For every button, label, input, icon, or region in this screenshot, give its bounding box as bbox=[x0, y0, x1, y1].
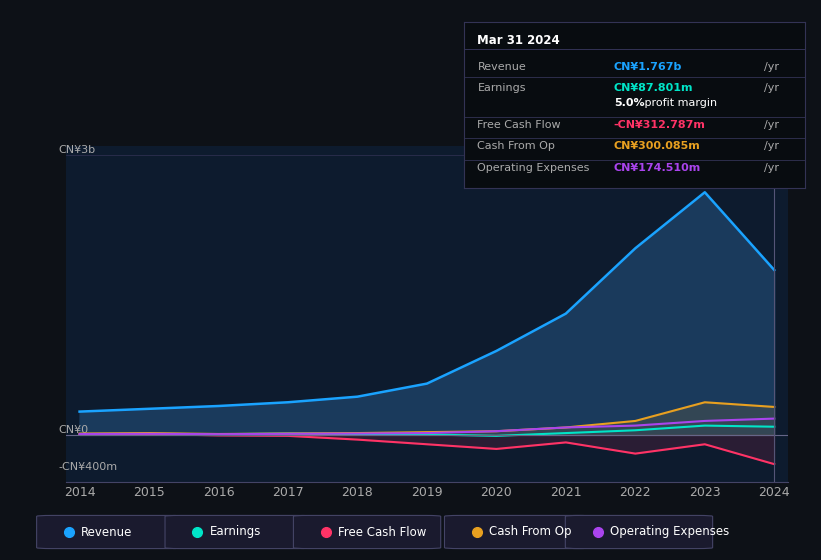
Text: Revenue: Revenue bbox=[478, 62, 526, 72]
Text: -CN¥312.787m: -CN¥312.787m bbox=[614, 120, 706, 130]
Text: Mar 31 2024: Mar 31 2024 bbox=[478, 34, 560, 47]
Text: CN¥0: CN¥0 bbox=[59, 425, 89, 435]
Text: Revenue: Revenue bbox=[81, 525, 132, 539]
Text: CN¥174.510m: CN¥174.510m bbox=[614, 163, 701, 173]
Text: Operating Expenses: Operating Expenses bbox=[478, 163, 589, 173]
Text: Free Cash Flow: Free Cash Flow bbox=[338, 525, 426, 539]
Text: Free Cash Flow: Free Cash Flow bbox=[478, 120, 561, 130]
Text: CN¥300.085m: CN¥300.085m bbox=[614, 141, 700, 151]
Text: CN¥1.767b: CN¥1.767b bbox=[614, 62, 682, 72]
Text: 5.0%: 5.0% bbox=[614, 99, 644, 108]
Text: -CN¥400m: -CN¥400m bbox=[59, 462, 118, 472]
Text: CN¥3b: CN¥3b bbox=[59, 145, 96, 155]
Text: Cash From Op: Cash From Op bbox=[489, 525, 571, 539]
Text: /yr: /yr bbox=[764, 62, 778, 72]
Text: Earnings: Earnings bbox=[209, 525, 261, 539]
Text: profit margin: profit margin bbox=[641, 99, 718, 108]
FancyBboxPatch shape bbox=[444, 515, 592, 549]
Text: Earnings: Earnings bbox=[478, 83, 526, 94]
Text: Cash From Op: Cash From Op bbox=[478, 141, 555, 151]
Text: Operating Expenses: Operating Expenses bbox=[610, 525, 729, 539]
FancyBboxPatch shape bbox=[37, 515, 184, 549]
FancyBboxPatch shape bbox=[293, 515, 441, 549]
FancyBboxPatch shape bbox=[566, 515, 713, 549]
Text: CN¥87.801m: CN¥87.801m bbox=[614, 83, 693, 94]
Text: /yr: /yr bbox=[764, 120, 778, 130]
Text: /yr: /yr bbox=[764, 163, 778, 173]
FancyBboxPatch shape bbox=[165, 515, 312, 549]
Text: /yr: /yr bbox=[764, 141, 778, 151]
Text: /yr: /yr bbox=[764, 83, 778, 94]
